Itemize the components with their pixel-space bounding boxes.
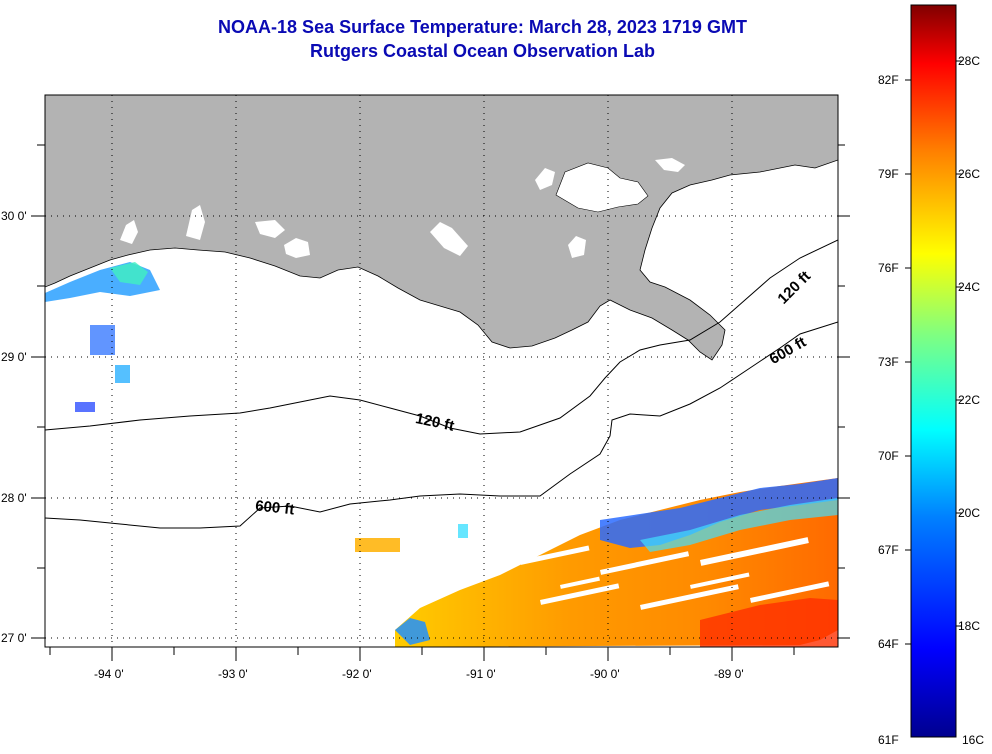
- contour-120ft: [45, 239, 838, 435]
- lat-tick-label: 30 0': [1, 209, 27, 223]
- colorbar-f-label: 79F: [878, 167, 899, 181]
- lat-tick-label: 27 0': [1, 631, 27, 645]
- temperature-colorbar: [910, 4, 957, 738]
- lon-tick-label: -93 0': [218, 667, 248, 681]
- map-title: NOAA-18 Sea Surface Temperature: March 2…: [218, 17, 747, 37]
- lon-tick-label: -91 0': [466, 667, 496, 681]
- colorbar-f-label: 70F: [878, 449, 899, 463]
- lat-tick-label: 28 0': [1, 491, 27, 505]
- lake: [535, 168, 555, 190]
- lake: [186, 205, 205, 240]
- lon-tick-label: -92 0': [342, 667, 372, 681]
- cloud-streaks: [520, 537, 830, 610]
- sst-cool-edge: [600, 478, 838, 548]
- colorbar-f-label: 82F: [878, 73, 899, 87]
- map-subtitle: Rutgers Coastal Ocean Observation Lab: [309, 41, 656, 61]
- lake: [555, 162, 649, 213]
- lake: [568, 236, 586, 258]
- lon-tick-label: -90 0': [590, 667, 620, 681]
- colorbar-f-label: 76F: [878, 261, 899, 275]
- lake: [255, 220, 285, 238]
- contour-600ft: [45, 321, 838, 529]
- sst-warm-spot: [700, 598, 838, 647]
- colorbar-c-label: 28C: [958, 54, 980, 68]
- colorbar-f-label: 67F: [878, 543, 899, 557]
- axis-ticks: [31, 144, 850, 661]
- colorbar-f-label: 64F: [878, 637, 899, 651]
- lake: [430, 222, 468, 256]
- colorbar-c-label: 20C: [958, 506, 980, 520]
- lake: [120, 220, 138, 244]
- sst-patch: [110, 262, 148, 285]
- colorbar-c-label: 18C: [958, 619, 980, 633]
- colorbar-c-label: 22C: [958, 393, 980, 407]
- colorbar-c-label: 16C: [962, 733, 984, 747]
- colorbar-f-label: 61F: [878, 733, 899, 747]
- lon-tick-label: -94 0': [94, 667, 124, 681]
- sst-patch: [458, 524, 468, 538]
- lat-tick-label: 29 0': [1, 350, 27, 364]
- map-grid: [45, 95, 838, 647]
- sst-patch: [90, 325, 115, 355]
- sst-patch: [115, 365, 130, 383]
- contour-label: 600 ft: [254, 497, 295, 518]
- lake: [655, 158, 685, 172]
- sst-patch: [75, 402, 95, 412]
- sst-cyan-band: [640, 498, 838, 552]
- colorbar-f-label: 73F: [878, 355, 899, 369]
- colorbar-c-label: 26C: [958, 167, 980, 181]
- sst-cool-tip: [395, 618, 430, 645]
- map-frame: [44, 94, 839, 648]
- colorbar-ticks: [905, 60, 962, 645]
- lake: [284, 238, 310, 258]
- colorbar-c-label: 24C: [958, 280, 980, 294]
- lon-tick-label: -89 0': [714, 667, 744, 681]
- sst-patch: [355, 538, 400, 552]
